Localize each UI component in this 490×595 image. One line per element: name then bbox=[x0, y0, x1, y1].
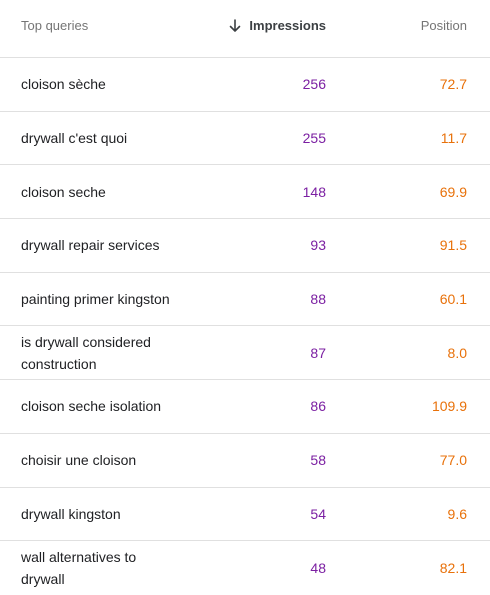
position-cell: 8.0 bbox=[447, 344, 467, 361]
position-cell: 9.6 bbox=[447, 505, 467, 522]
query-cell: cloison sèche bbox=[21, 76, 106, 93]
query-cell: drywall repair services bbox=[21, 237, 160, 254]
position-cell: 82.1 bbox=[439, 560, 467, 577]
column-header-position[interactable]: Position bbox=[420, 18, 467, 33]
impressions-cell: 148 bbox=[302, 183, 326, 200]
table-body: cloison sèche 256 72.7 drywall c'est quoi 25… bbox=[0, 58, 490, 595]
query-cell: drywall kingston bbox=[21, 505, 121, 522]
table-row[interactable]: cloison seche 148 69.9 bbox=[0, 165, 490, 220]
impressions-cell: 88 bbox=[310, 291, 326, 308]
query-cell: painting primer kingston bbox=[21, 291, 170, 308]
position-cell: 91.5 bbox=[439, 237, 467, 254]
arrow-down-icon bbox=[229, 19, 241, 33]
query-cell: cloison seche bbox=[21, 183, 106, 200]
impressions-cell: 86 bbox=[310, 398, 326, 415]
position-cell: 60.1 bbox=[439, 291, 467, 308]
impressions-header-label: Impressions bbox=[249, 18, 326, 33]
impressions-cell: 93 bbox=[310, 237, 326, 254]
position-cell: 77.0 bbox=[439, 452, 467, 469]
position-cell: 109.9 bbox=[431, 398, 467, 415]
table-header: Top queries Impressions Position bbox=[0, 0, 490, 58]
column-header-top-queries[interactable]: Top queries bbox=[21, 18, 89, 33]
table-row[interactable]: choisir une cloison 58 77.0 bbox=[0, 434, 490, 488]
position-cell: 69.9 bbox=[439, 183, 467, 200]
impressions-cell: 48 bbox=[310, 560, 326, 577]
query-cell: drywall c'est quoi bbox=[21, 130, 128, 147]
impressions-cell: 58 bbox=[310, 452, 326, 469]
impressions-cell: 256 bbox=[302, 76, 326, 93]
query-cell: cloison seche isolation bbox=[21, 398, 162, 415]
table-row[interactable]: cloison sèche 256 72.7 bbox=[0, 58, 490, 112]
table-row[interactable]: is drywall considered construction 87 8.0 bbox=[0, 326, 490, 381]
impressions-cell: 255 bbox=[302, 130, 326, 147]
position-cell: 11.7 bbox=[440, 130, 467, 147]
query-cell: choisir une cloison bbox=[21, 452, 137, 469]
table-row[interactable]: drywall c'est quoi 255 11.7 bbox=[0, 112, 490, 166]
column-header-impressions[interactable]: Impressions bbox=[229, 18, 326, 34]
table-row[interactable]: drywall repair services 93 91.5 bbox=[0, 219, 490, 273]
table-row[interactable]: wall alternatives to drywall 48 82.1 bbox=[0, 541, 490, 595]
table-row[interactable]: cloison seche isolation 86 109.9 bbox=[0, 380, 490, 434]
query-cell: is drywall considered construction bbox=[21, 333, 151, 372]
query-cell: wall alternatives to drywall bbox=[21, 549, 137, 588]
table-row[interactable]: painting primer kingston 88 60.1 bbox=[0, 273, 490, 327]
position-cell: 72.7 bbox=[439, 76, 467, 93]
impressions-cell: 54 bbox=[310, 505, 326, 522]
table-row[interactable]: drywall kingston 54 9.6 bbox=[0, 488, 490, 542]
impressions-cell: 87 bbox=[310, 344, 326, 361]
